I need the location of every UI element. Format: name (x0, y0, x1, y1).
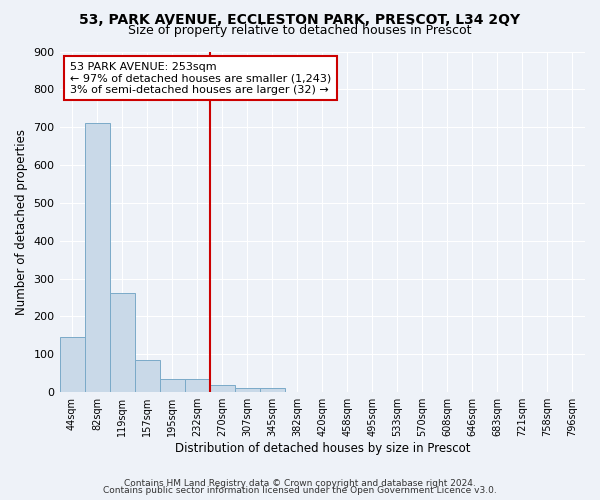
Bar (110, 292, 134, 392)
Text: Size of property relative to detached houses in Prescot: Size of property relative to detached ho… (128, 24, 472, 37)
Bar (85, 124, 110, 392)
Text: 53, PARK AVENUE, ECCLESTON PARK, PRESCOT, L34 2QY: 53, PARK AVENUE, ECCLESTON PARK, PRESCOT… (79, 12, 521, 26)
Bar (185, 379, 209, 392)
Bar (59, 338, 85, 392)
Text: Contains public sector information licensed under the Open Government Licence v3: Contains public sector information licen… (103, 486, 497, 495)
Bar (260, 388, 285, 392)
Bar (134, 360, 160, 392)
Text: Contains HM Land Registry data © Crown copyright and database right 2024.: Contains HM Land Registry data © Crown c… (124, 478, 476, 488)
Bar (160, 379, 185, 392)
Text: 53 PARK AVENUE: 253sqm
← 97% of detached houses are smaller (1,243)
3% of semi-d: 53 PARK AVENUE: 253sqm ← 97% of detached… (70, 62, 331, 95)
Bar (235, 388, 260, 392)
Bar (209, 384, 235, 392)
X-axis label: Distribution of detached houses by size in Prescot: Distribution of detached houses by size … (175, 442, 470, 455)
Y-axis label: Number of detached properties: Number of detached properties (15, 129, 28, 315)
